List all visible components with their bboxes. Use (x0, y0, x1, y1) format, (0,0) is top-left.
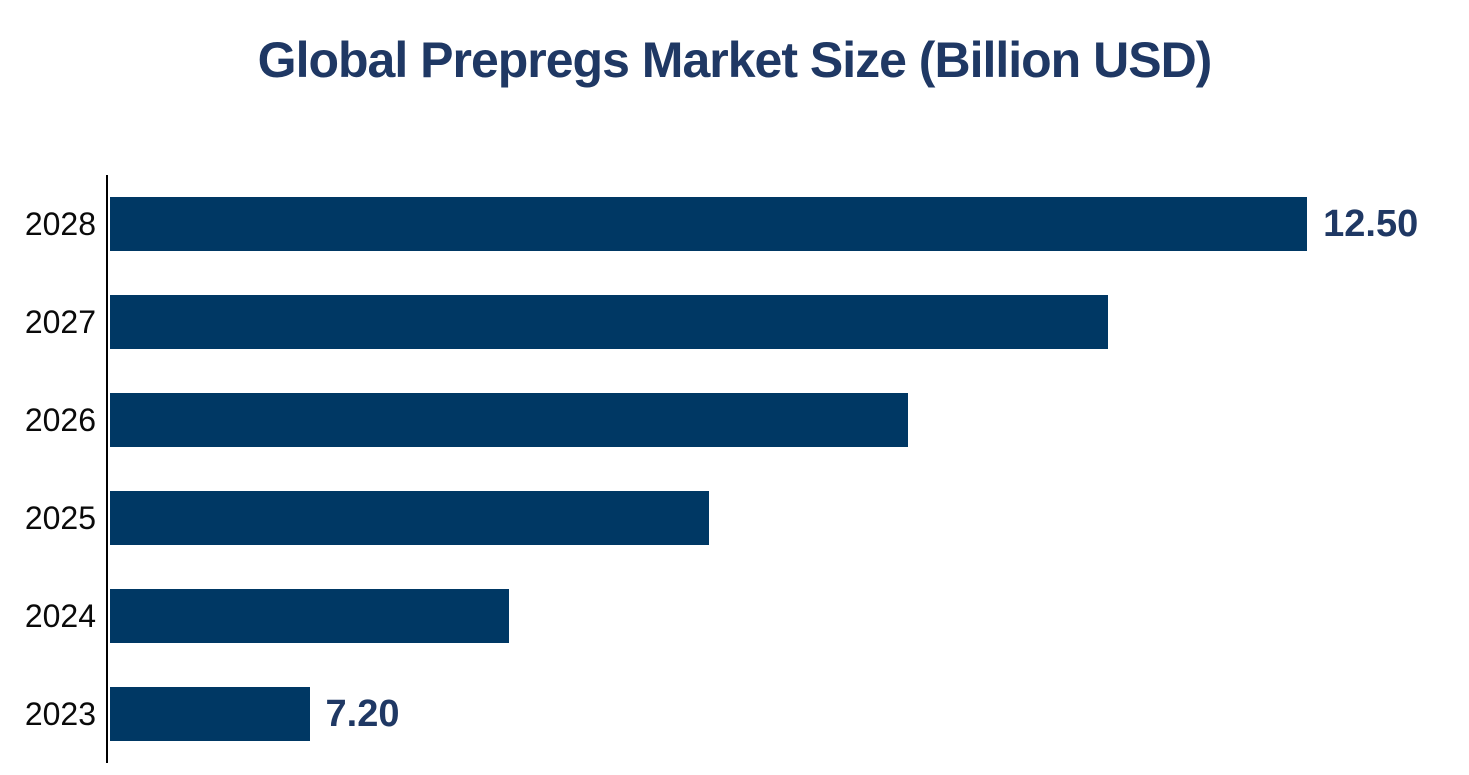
bar-row-2023: 2023 7.20 (0, 665, 1469, 763)
bar-row-2025: 2025 (0, 469, 1469, 567)
bar-2028 (110, 197, 1308, 251)
year-tick-label: 2025 (24, 500, 96, 536)
bar-track (110, 295, 1469, 349)
year-tick-label: 2024 (24, 598, 96, 634)
bar-2024 (110, 589, 509, 643)
bar-2023 (110, 687, 310, 741)
bar-track (110, 589, 1469, 643)
bar-value-label: 7.20 (325, 693, 400, 735)
year-tick-label: 2027 (24, 304, 96, 340)
bar-row-2027: 2027 (0, 273, 1469, 371)
year-tick-label: 2028 (24, 206, 96, 242)
bar-value-label: 12.50 (1323, 203, 1419, 245)
bar-row-2024: 2024 (0, 567, 1469, 665)
bar-2026 (110, 393, 909, 447)
bar-2025 (110, 491, 709, 545)
chart-title: Global Prepregs Market Size (Billion USD… (257, 32, 1213, 88)
bar-track (110, 491, 1469, 545)
y-axis-line (106, 175, 108, 763)
bar-row-2026: 2026 (0, 371, 1469, 469)
year-tick-label: 2026 (24, 402, 96, 438)
bar-row-2028: 2028 12.50 (0, 175, 1469, 273)
bar-2027 (110, 295, 1108, 349)
bar-chart-rows: 2028 12.50 2027 2026 2025 2024 2023 7.20 (0, 175, 1469, 763)
bar-track: 7.20 (110, 687, 1469, 741)
plot-area: 2028 12.50 2027 2026 2025 2024 2023 7.20 (0, 175, 1469, 763)
bar-track: 12.50 (110, 197, 1469, 251)
bar-track (110, 393, 1469, 447)
year-tick-label: 2023 (24, 696, 96, 732)
